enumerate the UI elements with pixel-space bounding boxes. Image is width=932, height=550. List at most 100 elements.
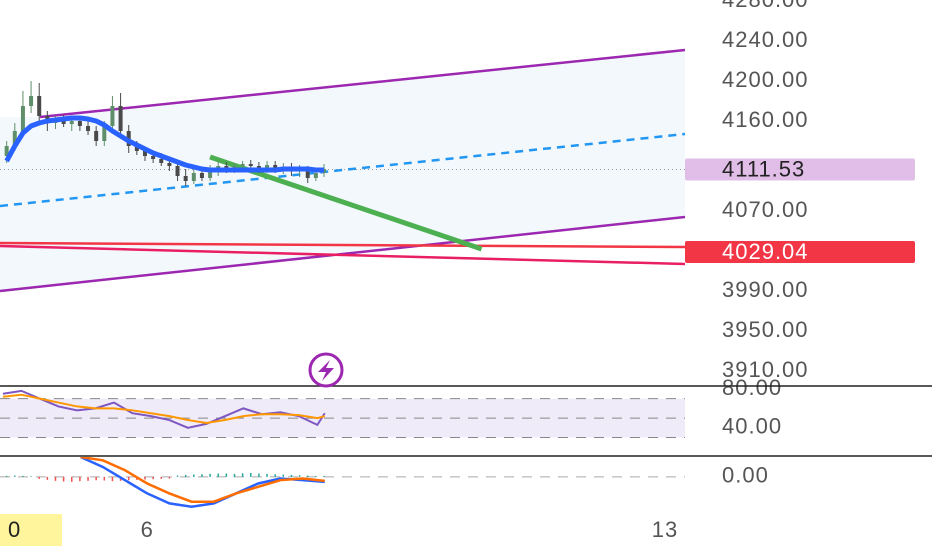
histogram-bar	[38, 476, 40, 479]
trend-line	[0, 241, 685, 249]
y-tick-label: 3990.00	[722, 277, 809, 302]
candle-body	[183, 176, 188, 181]
histogram-bar	[258, 473, 260, 477]
macd-line	[80, 457, 325, 503]
histogram-bar	[217, 473, 219, 477]
histogram-bar	[54, 476, 57, 481]
histogram-bar	[71, 476, 73, 482]
y-tick-label: 80.00	[722, 375, 782, 400]
candle-body	[142, 151, 147, 156]
y-tick-label: 4070.00	[722, 197, 809, 222]
y-tick-label: 0.00	[722, 463, 769, 488]
price-pane	[0, 48, 685, 293]
x-tick-label: 13	[652, 517, 678, 542]
candle-body	[20, 106, 25, 131]
crosshair-box	[0, 514, 62, 546]
candle-body	[94, 131, 99, 141]
price-label-box	[685, 158, 915, 181]
candle-body	[273, 165, 278, 169]
trend-line	[39, 48, 685, 119]
histogram-bar	[160, 476, 163, 479]
rsi-line	[2, 393, 326, 424]
histogram-bar	[184, 474, 187, 477]
axes: 4280.00 4240.00 4200.00 4160.00 4070.00 3990.…	[141, 0, 915, 542]
histogram-bar	[144, 476, 146, 480]
y-tick-label: 40.00	[722, 414, 782, 439]
candle-body	[69, 121, 74, 124]
histogram-bar	[22, 475, 24, 477]
histogram-bar	[233, 473, 236, 477]
histogram-bar	[103, 476, 106, 481]
candle-body	[159, 159, 164, 163]
histogram-bar	[168, 476, 171, 479]
candle-body	[151, 156, 156, 159]
histogram-bar	[250, 472, 252, 477]
histogram-bar	[152, 476, 154, 480]
macd-line	[80, 457, 325, 508]
histogram-bar	[95, 476, 97, 481]
candle-body	[37, 96, 42, 116]
histogram-bar	[193, 474, 195, 477]
histogram-bar	[323, 475, 325, 477]
moving-average	[4, 115, 325, 173]
histogram-bar	[14, 475, 16, 477]
y-tick-label: 4160.00	[722, 107, 809, 132]
histogram-bar	[127, 476, 130, 481]
histogram-bar	[306, 475, 309, 477]
candle-body	[175, 166, 180, 176]
histogram-bar	[315, 475, 317, 477]
histogram-bar	[5, 475, 8, 477]
crosshair-x-label: 0	[8, 517, 20, 542]
y-tick-label: 3910.00	[722, 357, 809, 382]
price-label: 4111.53	[722, 156, 805, 181]
candle-body	[208, 171, 213, 178]
histogram-bar	[30, 476, 32, 477]
candle-body	[86, 126, 91, 131]
candle-body	[265, 165, 270, 168]
histogram-bar	[111, 476, 114, 482]
candle-body	[191, 173, 196, 181]
histogram-bar	[290, 474, 293, 477]
trend-line	[0, 132, 685, 208]
trend-line	[0, 244, 685, 266]
candle-body	[118, 106, 123, 131]
y-tick-label: 4200.00	[722, 67, 809, 92]
rsi-pane	[0, 389, 685, 439]
histogram-bar	[62, 476, 65, 482]
histogram-bar	[282, 474, 285, 477]
channel-fill	[0, 50, 685, 291]
histogram-bar	[209, 473, 211, 477]
candle-body	[110, 106, 115, 126]
candle-body	[12, 131, 17, 146]
y-tick-label: 3950.00	[722, 317, 809, 342]
histogram-bar	[201, 474, 203, 477]
rsi-line	[2, 389, 326, 429]
candle-body	[240, 164, 245, 166]
candle-body	[199, 173, 204, 178]
candle-body	[77, 121, 82, 126]
alert-icon[interactable]	[308, 352, 344, 388]
histogram-bar	[176, 475, 179, 477]
candle-body	[102, 126, 107, 141]
candle-body	[256, 166, 261, 168]
price-label-box	[685, 240, 915, 263]
histogram-bar	[266, 473, 268, 477]
histogram-bar	[225, 473, 228, 477]
y-tick-label: 4240.00	[722, 27, 809, 52]
histogram-bar	[46, 476, 49, 480]
candle-body	[29, 96, 34, 106]
x-tick-label: 6	[141, 517, 154, 542]
histogram-bar	[241, 473, 244, 477]
histogram-bar	[298, 475, 301, 477]
macd-pane	[0, 457, 685, 508]
y-tick-label: 4280.00	[722, 0, 809, 12]
candle-body	[313, 173, 318, 178]
histogram-bar	[274, 474, 276, 477]
candle-body	[167, 163, 172, 166]
candle-body	[248, 164, 253, 166]
histogram-bar	[87, 476, 89, 481]
candle-body	[61, 121, 66, 124]
candle-body	[4, 146, 9, 156]
